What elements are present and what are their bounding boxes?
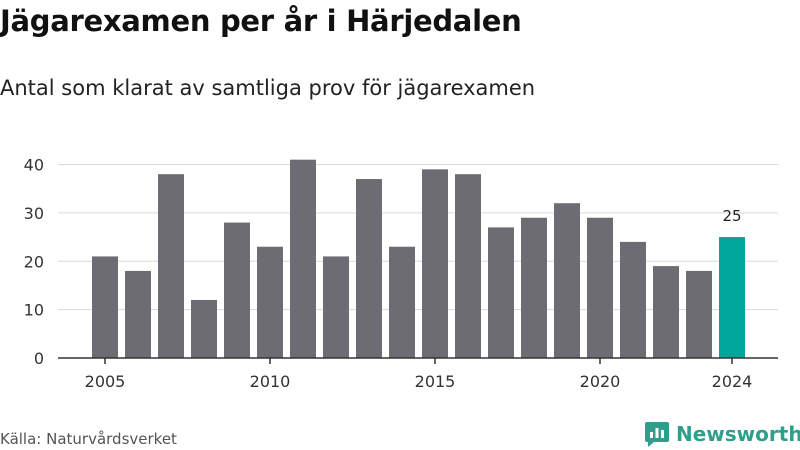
bar-2009 [224, 222, 250, 358]
x-tick-label: 2024 [712, 372, 753, 391]
bar-2006 [125, 270, 151, 358]
y-tick-label: 10 [24, 301, 44, 320]
bar-2023 [686, 270, 712, 358]
y-tick-label: 40 [24, 156, 44, 175]
bar-2017 [488, 227, 514, 358]
bar-2015 [422, 169, 448, 358]
x-tick-label: 2020 [580, 372, 621, 391]
data-labels: 25 [722, 207, 741, 225]
y-tick-label: 30 [24, 204, 44, 223]
x-tick-label: 2005 [85, 372, 126, 391]
bar-2022 [653, 266, 679, 358]
y-tick-label: 0 [34, 349, 44, 368]
x-tick-label: 2015 [415, 372, 456, 391]
source-note: Källa: Naturvårdsverket [0, 430, 177, 448]
bar-2007 [158, 174, 184, 358]
bar-2012 [323, 256, 349, 358]
x-tick-label: 2010 [250, 372, 291, 391]
x-axis: 2005 2010 2015 2020 2024 [58, 357, 778, 391]
bar-2020 [587, 217, 613, 358]
y-axis-tick-labels: 0 10 20 30 40 [24, 156, 44, 368]
bar-2013 [356, 179, 382, 358]
chart-subtitle: Antal som klarat av samtliga prov för jä… [0, 76, 536, 100]
bars [92, 159, 745, 358]
bar-2016 [455, 174, 481, 358]
bar-2010 [257, 246, 283, 358]
bar-2008 [191, 299, 217, 358]
brand-logo: Newsworthy [644, 420, 800, 448]
data-label-2024: 25 [722, 207, 741, 225]
bar-2014 [389, 246, 415, 358]
bar-2019 [554, 203, 580, 358]
bar-2011 [290, 159, 316, 358]
chart-title: Jägarexamen per år i Härjedalen [0, 4, 522, 38]
bar-2018 [521, 217, 547, 358]
y-tick-label: 20 [24, 252, 44, 271]
brand-name: Newsworthy [676, 422, 800, 446]
newsworthy-logo-icon [645, 422, 669, 447]
bar-2021 [620, 241, 646, 358]
bar-2005 [92, 256, 118, 358]
bar-2024 [719, 237, 745, 358]
